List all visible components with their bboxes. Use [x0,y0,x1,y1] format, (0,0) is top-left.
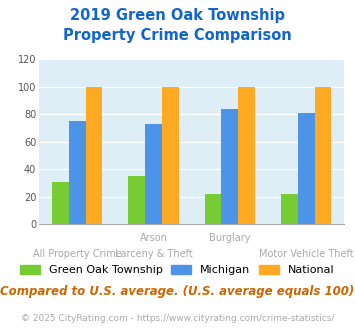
Bar [129,176,145,224]
Text: Larceny & Theft: Larceny & Theft [115,249,192,259]
Text: Arson: Arson [140,233,168,243]
Bar [222,109,238,224]
Bar [205,194,222,224]
Bar [162,87,179,224]
Bar [238,87,255,224]
Bar [69,121,86,224]
Text: Compared to U.S. average. (U.S. average equals 100): Compared to U.S. average. (U.S. average … [0,285,355,298]
Bar [86,87,102,224]
Bar [298,113,315,224]
Bar [281,194,298,224]
Text: Motor Vehicle Theft: Motor Vehicle Theft [259,249,354,259]
Bar [315,87,331,224]
Text: © 2025 CityRating.com - https://www.cityrating.com/crime-statistics/: © 2025 CityRating.com - https://www.city… [21,314,334,323]
Bar [52,182,69,224]
Legend: Green Oak Township, Michigan, National: Green Oak Township, Michigan, National [20,265,335,275]
Text: Property Crime Comparison: Property Crime Comparison [63,28,292,43]
Bar [145,124,162,224]
Text: Burglary: Burglary [209,233,251,243]
Text: 2019 Green Oak Township: 2019 Green Oak Township [70,8,285,23]
Text: All Property Crime: All Property Crime [33,249,121,259]
